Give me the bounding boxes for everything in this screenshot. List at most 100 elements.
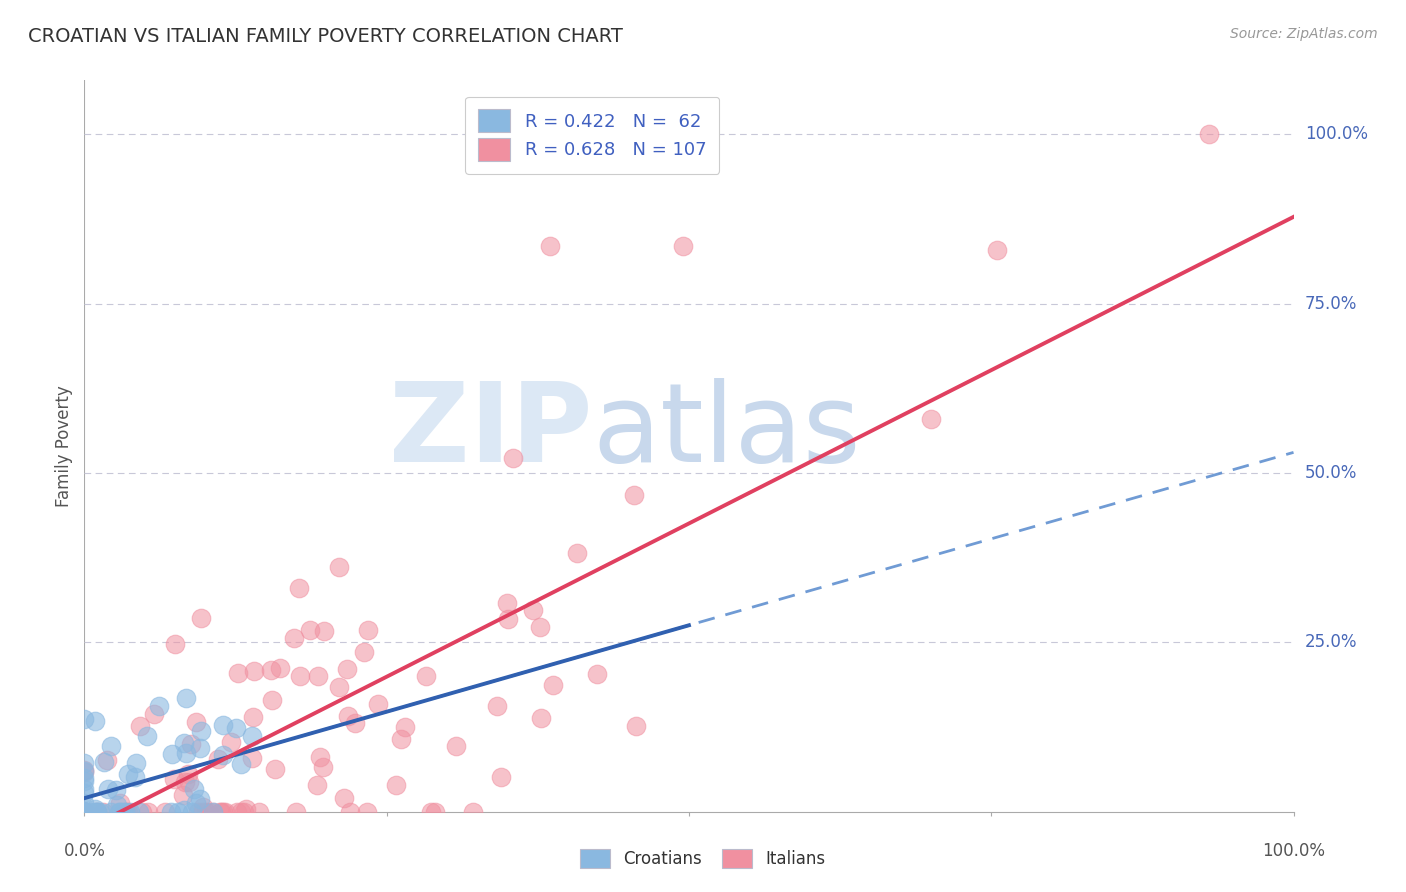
Point (425, 805, 447, 819)
Point (357, 624, 380, 638)
Point (207, 752, 229, 766)
Point (336, 709, 359, 723)
Point (333, 790, 356, 805)
Point (288, 581, 311, 595)
Point (180, 737, 202, 751)
Point (73, 805, 96, 819)
Point (73, 805, 96, 819)
Point (173, 736, 195, 750)
Y-axis label: Family Poverty: Family Poverty (55, 385, 73, 507)
Point (623, 488, 645, 502)
Point (128, 805, 150, 819)
Point (263, 762, 285, 776)
Point (385, 778, 408, 792)
Point (73, 805, 96, 819)
Point (160, 747, 183, 762)
Text: Source: ZipAtlas.com: Source: ZipAtlas.com (1230, 27, 1378, 41)
Point (219, 735, 242, 749)
Point (201, 805, 224, 819)
Point (567, 546, 589, 560)
Point (174, 775, 197, 789)
Point (344, 716, 367, 731)
Point (73, 805, 96, 819)
Point (496, 596, 519, 610)
Point (131, 805, 153, 819)
Point (83, 714, 105, 728)
Point (73, 805, 96, 819)
Point (530, 711, 553, 725)
Point (260, 692, 283, 706)
Point (415, 669, 437, 683)
Text: 75.0%: 75.0% (1305, 294, 1357, 313)
Point (177, 775, 200, 789)
Point (148, 699, 170, 714)
Point (502, 451, 524, 466)
Point (444, 739, 467, 753)
Point (75, 805, 97, 819)
Point (190, 611, 212, 625)
Point (73, 805, 96, 819)
Point (142, 706, 165, 721)
Text: 0.0%: 0.0% (63, 842, 105, 860)
Point (73, 805, 96, 819)
Point (73, 805, 96, 819)
Point (84, 805, 107, 819)
Point (624, 718, 647, 732)
Point (226, 665, 249, 680)
Point (73, 756, 96, 770)
Point (108, 796, 131, 810)
Point (79, 805, 101, 819)
Point (73, 805, 96, 819)
Point (73, 805, 96, 819)
Point (353, 644, 375, 658)
Point (73, 805, 96, 819)
Point (233, 805, 256, 819)
Point (159, 805, 181, 819)
Point (202, 805, 225, 819)
Point (173, 803, 195, 817)
Point (235, 802, 257, 816)
Point (100, 805, 122, 819)
Point (229, 757, 252, 772)
Point (136, 805, 159, 819)
Point (242, 710, 264, 724)
Point (298, 623, 321, 637)
Point (110, 805, 132, 819)
Point (181, 805, 204, 819)
Point (73, 805, 96, 819)
Text: 100.0%: 100.0% (1305, 126, 1368, 144)
Point (108, 805, 131, 819)
Point (394, 720, 416, 734)
Point (285, 805, 308, 819)
Point (194, 805, 217, 819)
Point (184, 715, 207, 730)
Point (163, 637, 186, 651)
Point (538, 239, 561, 253)
Text: atlas: atlas (592, 378, 860, 485)
Point (420, 805, 443, 819)
Point (229, 805, 252, 819)
Point (125, 756, 148, 770)
Text: 25.0%: 25.0% (1305, 633, 1357, 651)
Point (93, 756, 115, 770)
Point (86, 805, 108, 819)
Point (260, 663, 283, 677)
Point (339, 805, 361, 819)
Point (73, 796, 96, 810)
Point (288, 669, 311, 683)
Point (73, 786, 96, 800)
Point (190, 724, 212, 739)
Point (308, 668, 330, 682)
Text: 50.0%: 50.0% (1305, 464, 1357, 482)
Point (312, 624, 335, 639)
Point (190, 741, 212, 756)
Point (73, 805, 96, 819)
Point (111, 805, 134, 819)
Point (240, 751, 263, 765)
Point (73, 764, 96, 778)
Point (191, 805, 214, 819)
Point (225, 721, 247, 735)
Point (212, 805, 235, 819)
Point (187, 805, 209, 819)
Point (269, 661, 291, 675)
